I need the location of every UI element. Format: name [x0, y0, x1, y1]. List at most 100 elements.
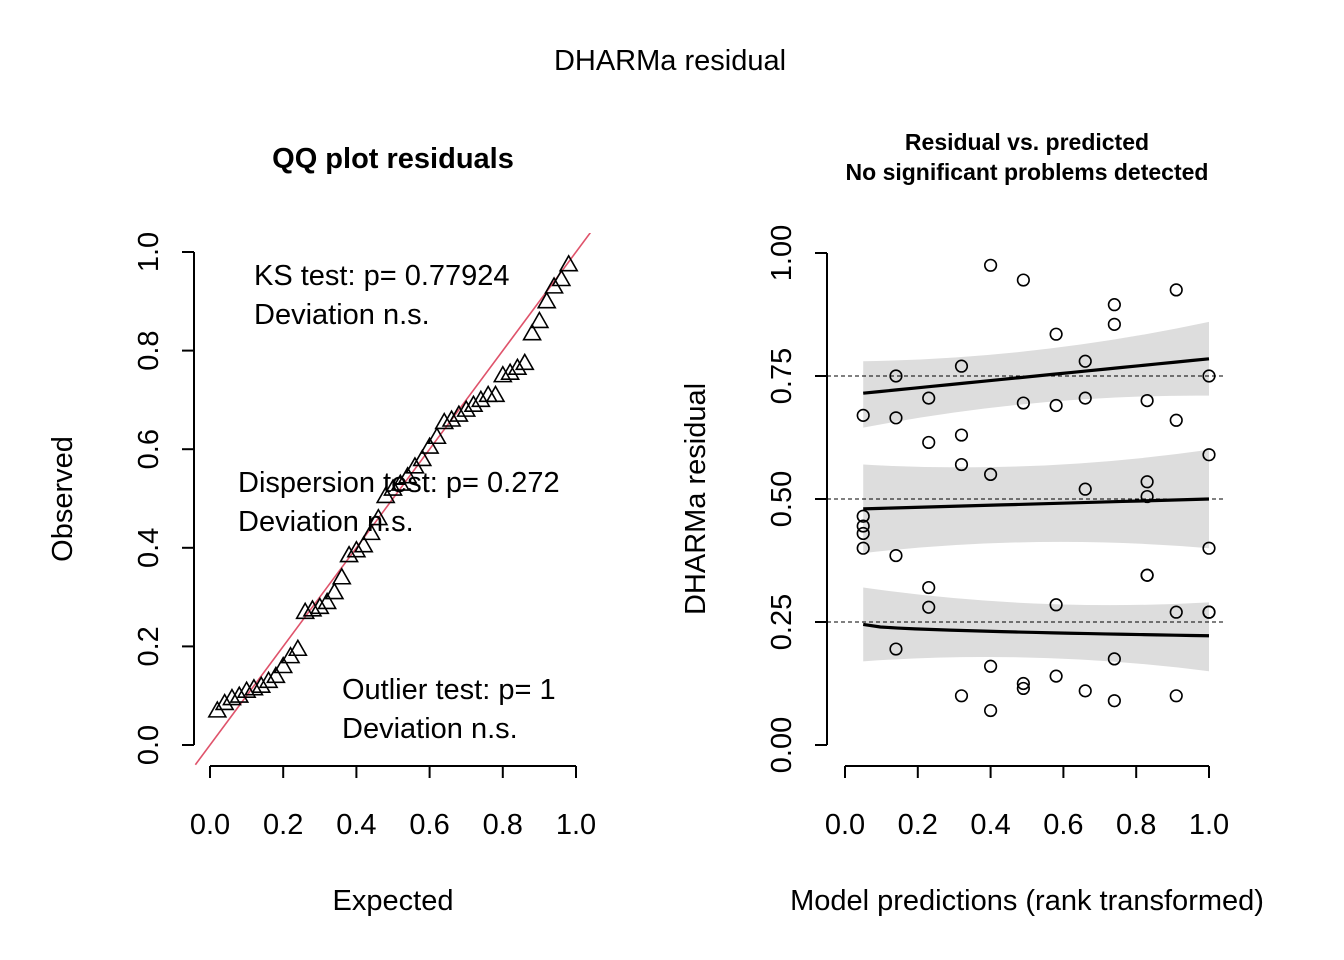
- residual-point: [856, 509, 870, 523]
- figure-title: DHARMa residual: [554, 45, 786, 77]
- qq-point: [463, 394, 484, 413]
- qq-point: [536, 291, 557, 309]
- qq-y-tick-label: 0.8: [133, 330, 165, 370]
- residual-point: [954, 359, 969, 373]
- qq-y-tick-label: 0.2: [133, 626, 165, 666]
- residual-point: [856, 519, 870, 533]
- qq-point: [222, 688, 242, 706]
- residual-panel-title: Residual vs. predicted: [905, 129, 1149, 155]
- qq-point: [397, 466, 418, 484]
- qq-y-tick-label: 0.6: [133, 429, 165, 469]
- qq-point: [551, 269, 572, 287]
- residual-point: [889, 411, 903, 425]
- residual-point: [1140, 568, 1154, 582]
- residual-point: [983, 467, 998, 482]
- residual-point: [922, 600, 936, 614]
- residual-point: [889, 642, 903, 656]
- qq-x-tick-label: 0.8: [483, 809, 523, 841]
- residual-point: [1078, 354, 1092, 368]
- ks-test-text: KS test: p= 0.77924: [254, 260, 510, 292]
- rv-y-tick-label: 0.00: [766, 717, 798, 773]
- residual-point: [1107, 652, 1121, 666]
- qq-point: [251, 675, 272, 694]
- qq-point: [302, 599, 323, 617]
- qq-point: [346, 540, 367, 558]
- quantile-fit-line: [862, 622, 1210, 638]
- residual-point: [856, 526, 870, 541]
- residual-point: [1107, 694, 1121, 708]
- residual-point: [983, 703, 998, 718]
- qq-y-tick-label: 1.0: [133, 232, 165, 272]
- rv-x-ticks: 0.0 0.2 0.4 0.6 0.8 1.0: [825, 766, 1229, 841]
- qq-panel-title: QQ plot residuals: [272, 143, 514, 175]
- residual-point: [1169, 283, 1183, 297]
- qq-point: [456, 399, 477, 417]
- residual-point: [983, 258, 998, 272]
- qq-x-tick-label: 0.2: [263, 809, 303, 841]
- qq-x-tick-label: 1.0: [556, 809, 596, 841]
- qq-point: [514, 352, 535, 371]
- residual-point: [954, 689, 969, 703]
- residual-panel: Residual vs. predicted No significant pr…: [680, 129, 1264, 917]
- dispersion-deviation-text: Deviation n.s.: [238, 506, 414, 538]
- rv-x-tick-label: 0.6: [1043, 809, 1083, 841]
- residual-point: [922, 391, 936, 405]
- qq-point: [309, 596, 330, 615]
- qq-point: [324, 582, 345, 600]
- residual-point: [889, 548, 903, 563]
- qq-point: [258, 670, 279, 689]
- qq-x-ticks: 0.0 0.2 0.4 0.6 0.8 1.0: [190, 766, 596, 841]
- qq-x-tick-label: 0.0: [190, 809, 230, 841]
- qq-point: [295, 601, 316, 620]
- qq-point: [236, 680, 257, 698]
- residual-point: [1016, 273, 1030, 287]
- confidence-band: [863, 449, 1209, 554]
- qq-point: [368, 508, 389, 526]
- dispersion-test-text: Dispersion test: p= 0.272: [238, 467, 560, 499]
- rv-x-tick-label: 0.8: [1116, 809, 1156, 841]
- qq-point: [229, 685, 250, 703]
- residual-point: [1169, 413, 1183, 427]
- residual-point: [922, 435, 936, 450]
- residual-point: [983, 659, 998, 673]
- quantile-bands: [863, 321, 1209, 672]
- residual-point: [1078, 482, 1092, 496]
- qq-y-ticks: 0.0 0.2 0.4 0.6 0.8 1.0: [133, 232, 194, 765]
- qq-point: [441, 409, 462, 427]
- qq-point: [244, 678, 264, 696]
- residual-point: [1107, 298, 1121, 312]
- qq-point: [287, 638, 308, 657]
- qq-point: [317, 591, 337, 610]
- qq-point: [266, 665, 286, 684]
- qq-point: [273, 656, 294, 674]
- qq-point: [485, 384, 506, 403]
- outlier-deviation-text: Deviation n.s.: [342, 713, 518, 745]
- residual-points: [856, 258, 1216, 718]
- rv-y-tick-label: 1.00: [766, 225, 798, 281]
- qq-point: [492, 365, 513, 383]
- qq-point: [500, 362, 520, 380]
- qq-point: [214, 692, 235, 711]
- qq-point: [558, 254, 579, 272]
- residual-point: [1169, 605, 1183, 619]
- residual-point: [954, 428, 969, 442]
- quantile-fit-line: [863, 357, 1210, 395]
- qq-points: [207, 254, 579, 718]
- residual-point: [1049, 598, 1063, 612]
- qq-point: [361, 522, 381, 541]
- qq-point: [522, 323, 542, 341]
- rv-x-axis-label: Model predictions (rank transformed): [790, 885, 1264, 917]
- residual-point: [922, 580, 936, 595]
- qq-point: [383, 478, 403, 496]
- qq-point: [353, 535, 374, 553]
- residual-point: [1049, 669, 1063, 683]
- rv-y-tick-label: 0.75: [766, 348, 798, 404]
- qq-point: [529, 310, 550, 329]
- qq-y-tick-label: 0.0: [133, 725, 165, 765]
- outlier-test-text: Outlier test: p= 1: [342, 674, 556, 706]
- residual-point: [1049, 398, 1063, 413]
- rv-y-tick-label: 0.50: [766, 471, 798, 527]
- rv-x-tick-label: 1.0: [1189, 809, 1229, 841]
- qq-x-tick-label: 0.6: [409, 809, 449, 841]
- residual-point: [954, 457, 969, 472]
